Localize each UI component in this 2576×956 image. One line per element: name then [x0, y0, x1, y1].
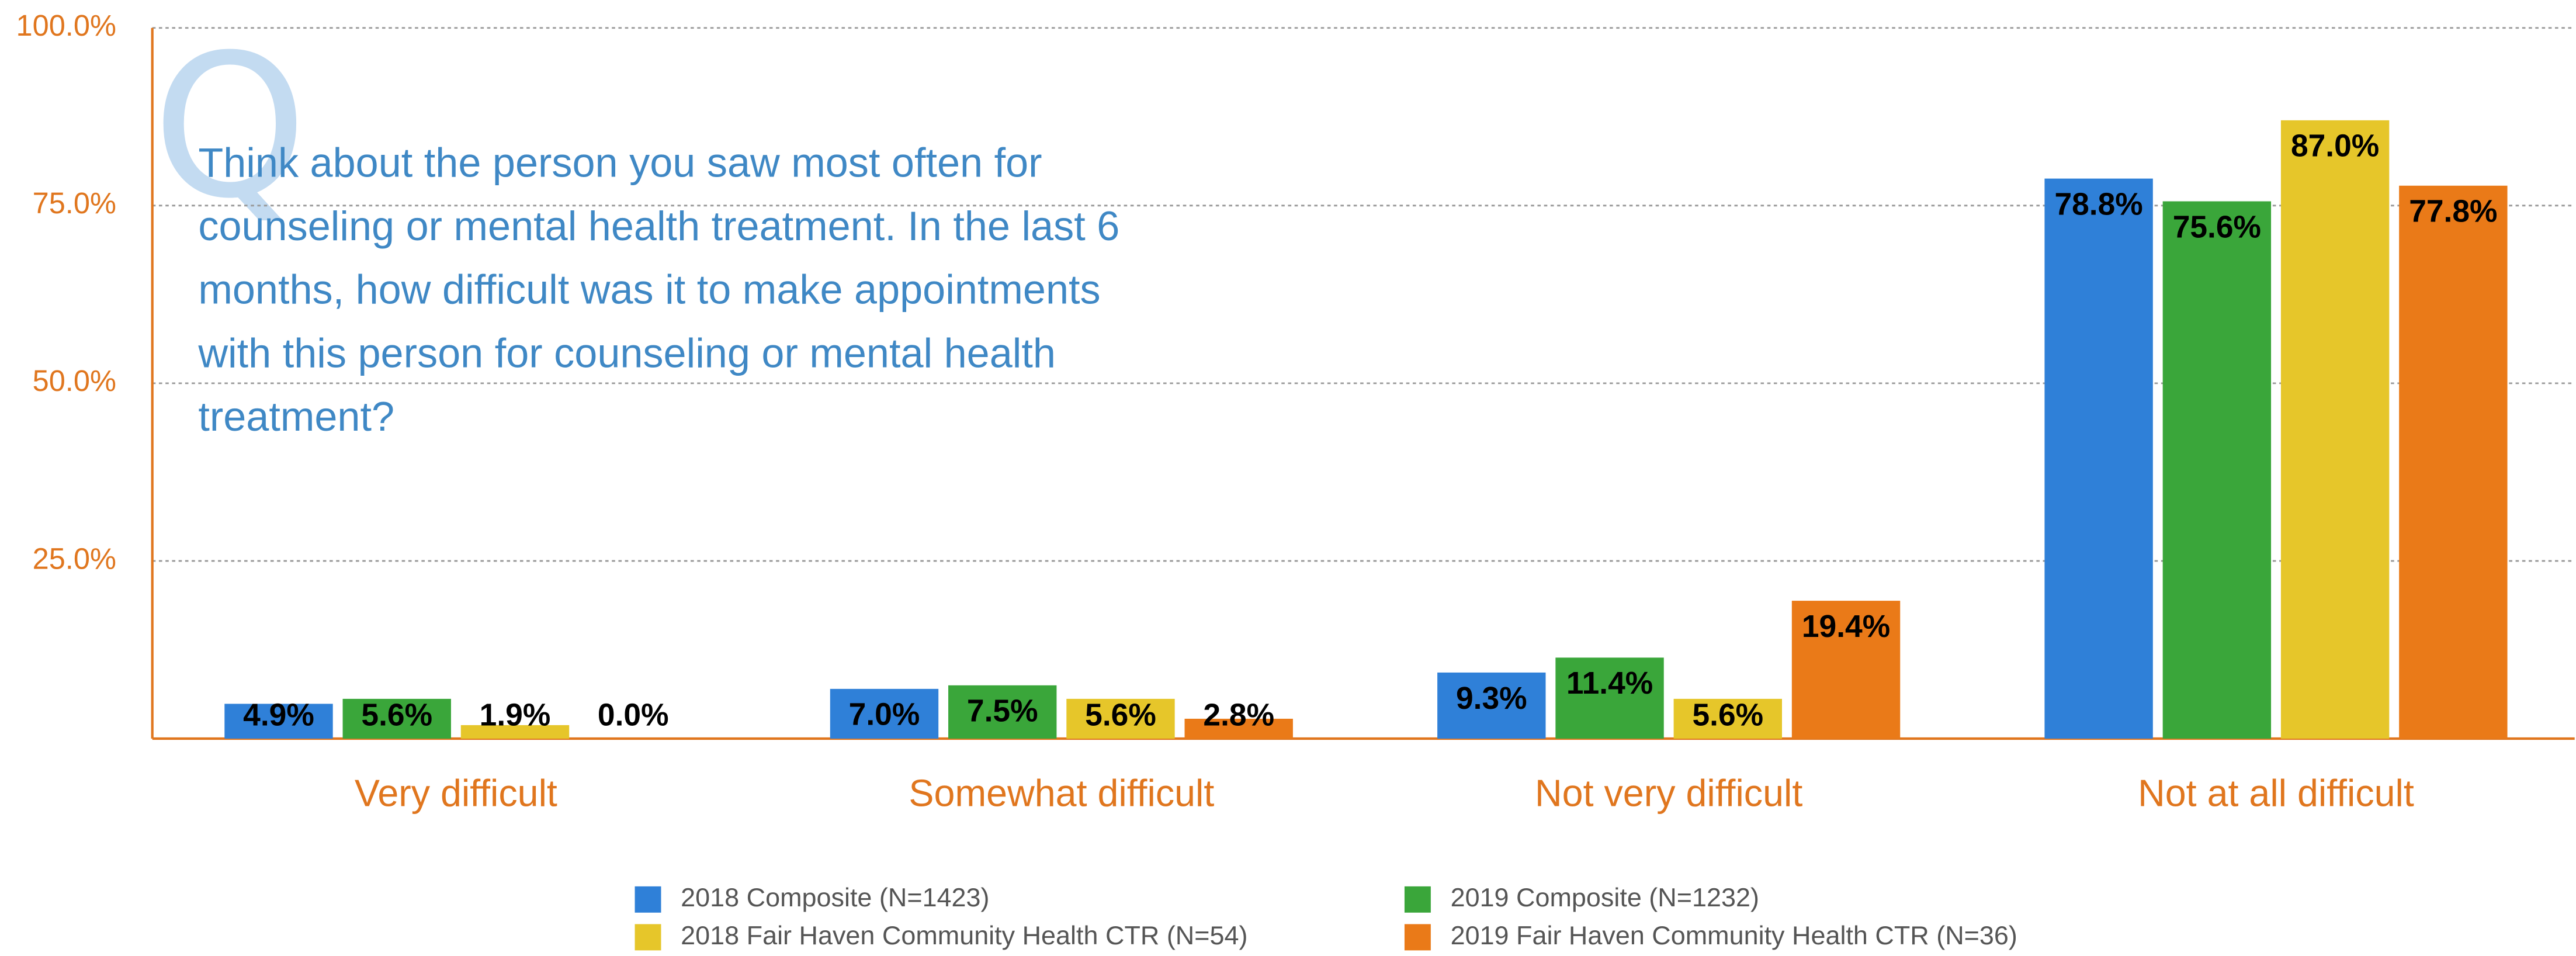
legend-label: 2019 Composite (N=1232) — [1451, 882, 1759, 912]
legend-swatch — [635, 886, 661, 913]
question-line: Think about the person you saw most ofte… — [198, 139, 1042, 185]
bar — [1791, 601, 1901, 739]
x-tick-label: Somewhat difficult — [909, 772, 1214, 814]
bar — [830, 688, 939, 739]
value-label: 7.0% — [849, 698, 920, 732]
x-tick-label: Not at all difficult — [2138, 772, 2414, 814]
legend-swatch — [635, 924, 661, 951]
bar — [1673, 698, 1782, 739]
bar — [1437, 672, 1546, 739]
bar — [1184, 718, 1293, 739]
value-label: 5.6% — [361, 698, 432, 733]
legend-label: 2019 Fair Haven Community Health CTR (N=… — [1451, 920, 2017, 950]
value-label: 4.9% — [243, 698, 314, 733]
x-tick-label: Very difficult — [355, 772, 557, 814]
value-label: 7.5% — [967, 694, 1038, 729]
question-line: counseling or mental health treatment. I… — [198, 203, 1119, 249]
value-label: 5.6% — [1085, 698, 1156, 733]
bar — [948, 685, 1057, 739]
y-tick-label: 75.0% — [33, 186, 116, 220]
value-label: 77.8% — [2409, 195, 2497, 229]
bar — [1066, 698, 1175, 739]
bar — [1555, 657, 1664, 739]
y-tick-label: 50.0% — [33, 364, 116, 397]
value-label: 87.0% — [2291, 129, 2379, 164]
value-label: 75.6% — [2173, 210, 2261, 244]
value-label: 1.9% — [480, 698, 551, 733]
question-line: treatment? — [198, 393, 394, 439]
value-label: 19.4% — [1802, 609, 1890, 644]
legend-label: 2018 Composite (N=1423) — [681, 882, 989, 912]
value-label: 78.8% — [2054, 187, 2142, 221]
bar — [460, 725, 570, 739]
bar — [2044, 178, 2153, 739]
value-label: 2.8% — [1203, 698, 1274, 733]
value-label: 5.6% — [1692, 698, 1763, 733]
bar — [2280, 120, 2390, 739]
legend-swatch — [1404, 886, 1431, 913]
y-tick-label: 100.0% — [16, 9, 116, 42]
bar — [342, 698, 451, 739]
bar — [2399, 185, 2508, 739]
bar — [2162, 201, 2272, 739]
value-label: 9.3% — [1456, 681, 1527, 716]
legend-label: 2018 Fair Haven Community Health CTR (N=… — [681, 920, 1247, 950]
q-mark: Q — [152, 13, 307, 242]
value-label: 11.4% — [1566, 666, 1653, 701]
question-line: months, how difficult was it to make app… — [198, 266, 1100, 313]
y-tick-label: 25.0% — [33, 542, 116, 575]
x-tick-label: Not very difficult — [1535, 772, 1802, 814]
question-line: with this person for counseling or menta… — [197, 330, 1056, 376]
legend-swatch — [1404, 924, 1431, 951]
value-label: 0.0% — [598, 698, 669, 733]
bar — [224, 704, 333, 739]
